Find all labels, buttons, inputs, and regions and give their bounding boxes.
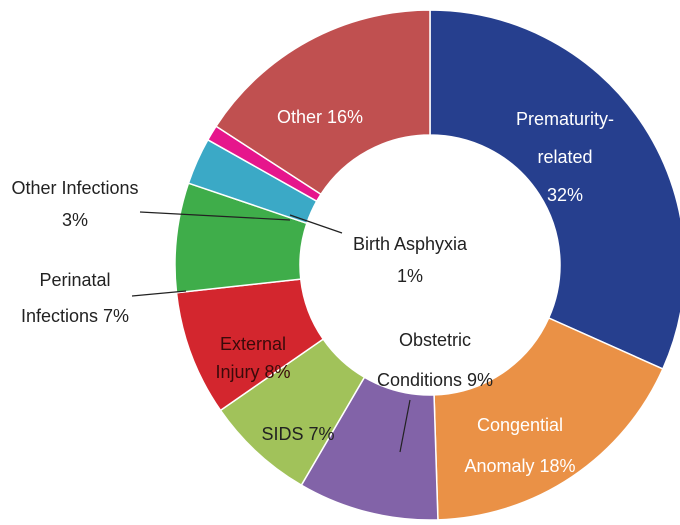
- value-label: 8%: [264, 362, 291, 382]
- value-label: 9%: [467, 370, 494, 390]
- slice: [429, 9, 680, 370]
- slice-label: Birth Asphyxia 1%: [325, 228, 495, 292]
- value-label: 18%: [539, 456, 576, 476]
- value-label: 7%: [308, 424, 335, 444]
- value-label: 16%: [327, 107, 364, 127]
- category: Other: [276, 107, 322, 127]
- category: Congential Anomaly: [464, 415, 564, 476]
- leader-line: [399, 399, 411, 453]
- leader-line: [139, 211, 291, 221]
- slice: [215, 9, 431, 196]
- category: Prematurity-related: [515, 109, 614, 167]
- slice: [433, 317, 664, 521]
- slice-label: Other Infections 3%: [10, 172, 140, 236]
- slice-label: SIDS 7%: [253, 422, 343, 446]
- category: Perinatal Infections: [20, 270, 111, 326]
- value-label: 1%: [396, 266, 423, 286]
- value-label: 3%: [61, 210, 88, 230]
- leader-line: [131, 290, 187, 297]
- slice-label: Prematurity-related 32%: [505, 100, 625, 214]
- slice-label: Congential Anomaly 18%: [450, 405, 590, 487]
- category: Birth Asphyxia: [352, 234, 468, 254]
- category: SIDS: [261, 424, 304, 444]
- slice-label: Perinatal Infections 7%: [15, 262, 135, 334]
- category: Obstetric Conditions: [376, 330, 472, 390]
- value-label: 32%: [546, 185, 584, 205]
- slice-label: External Injury 8%: [208, 330, 298, 386]
- slice-label: Obstetric Conditions 9%: [370, 320, 500, 400]
- slice-label: Other 16%: [250, 105, 390, 129]
- value-label: 7%: [103, 306, 130, 326]
- category: Other Infections: [11, 178, 139, 198]
- leader-line: [289, 214, 343, 234]
- category: External Injury: [215, 334, 287, 382]
